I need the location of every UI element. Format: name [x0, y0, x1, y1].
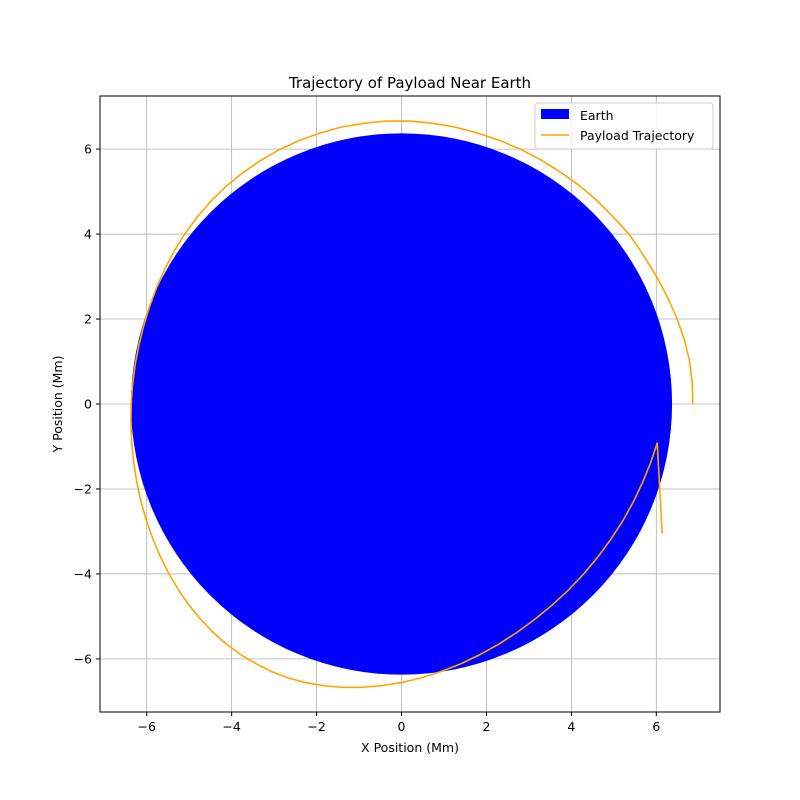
- y-tick-label: 6: [84, 142, 92, 157]
- y-tick-label: −4: [74, 566, 92, 581]
- x-tick-label: 0: [398, 719, 406, 734]
- x-tick-label: −4: [222, 719, 240, 734]
- x-axis-ticks: −6 −4 −2 0 2 4 6: [137, 712, 660, 734]
- y-tick-label: 2: [84, 312, 92, 327]
- x-tick-label: −6: [137, 719, 155, 734]
- x-tick-label: 2: [482, 719, 490, 734]
- y-axis-label: Y Position (Mm): [50, 356, 65, 454]
- legend-earth-label: Earth: [580, 108, 614, 123]
- x-tick-label: 6: [652, 719, 660, 734]
- plot-area: [130, 120, 694, 689]
- x-axis-label: X Position (Mm): [361, 740, 459, 755]
- y-tick-label: 0: [84, 397, 92, 412]
- legend: Earth Payload Trajectory: [534, 102, 714, 150]
- y-tick-label: −2: [74, 481, 92, 496]
- x-tick-label: −2: [307, 719, 325, 734]
- legend-trajectory-label: Payload Trajectory: [580, 128, 695, 143]
- legend-earth-swatch: [541, 109, 569, 119]
- legend-box: [534, 102, 714, 150]
- y-tick-label: 4: [84, 227, 92, 242]
- chart-title: Trajectory of Payload Near Earth: [288, 74, 531, 92]
- y-tick-label: −6: [74, 651, 92, 666]
- earth-disk: [130, 133, 673, 675]
- y-axis-ticks: −6 −4 −2 0 2 4 6: [74, 142, 100, 666]
- x-tick-label: 4: [567, 719, 575, 734]
- payload-trajectory-line: [130, 120, 694, 689]
